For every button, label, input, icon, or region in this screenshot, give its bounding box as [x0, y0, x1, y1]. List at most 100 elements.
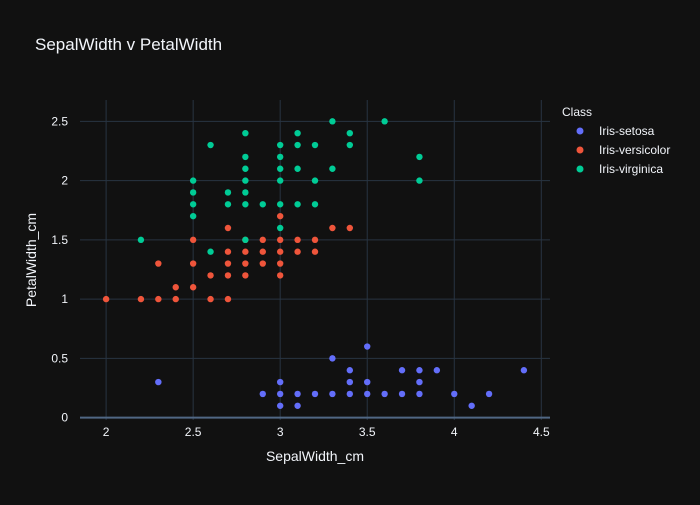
data-point-iris-virginica	[207, 248, 214, 255]
legend-title: Class	[562, 105, 592, 119]
data-point-iris-versicolor	[224, 248, 232, 255]
data-point-iris-versicolor	[137, 295, 145, 303]
data-point-iris-virginica	[329, 118, 336, 125]
x-tick-label: 4.5	[533, 425, 550, 439]
data-point-iris-virginica	[276, 177, 284, 184]
data-point-iris-versicolor	[102, 295, 110, 303]
legend-label: Iris-versicolor	[599, 143, 670, 157]
data-point-iris-virginica	[311, 201, 319, 208]
data-point-iris-virginica	[189, 177, 197, 184]
data-point-iris-setosa	[381, 390, 388, 398]
data-point-iris-versicolor	[276, 248, 284, 255]
x-axis-ticks: 2 2.5 3 3.5 4 4.5	[103, 425, 550, 439]
data-point-iris-virginica	[259, 201, 266, 208]
data-point-iris-setosa	[398, 367, 406, 374]
data-point-iris-versicolor	[207, 295, 214, 303]
data-point-iris-setosa	[468, 402, 475, 409]
data-point-iris-virginica	[276, 165, 284, 172]
data-point-iris-virginica	[242, 153, 249, 161]
legend-item-iris-versicolor[interactable]: Iris-versicolor	[576, 143, 671, 157]
data-point-iris-setosa	[364, 343, 371, 350]
data-point-iris-versicolor	[294, 236, 301, 244]
data-point-iris-versicolor	[259, 236, 266, 244]
data-point-iris-versicolor	[189, 260, 197, 267]
data-point-iris-versicolor	[276, 212, 284, 220]
data-point-iris-setosa	[329, 355, 336, 362]
legend-label: Iris-virginica	[599, 162, 663, 176]
y-axis-label: PetalWidth_cm	[23, 213, 39, 307]
data-point-iris-setosa	[276, 378, 284, 386]
data-point-iris-setosa	[155, 378, 162, 386]
x-tick-label: 2.5	[185, 425, 202, 439]
data-point-iris-virginica	[189, 212, 197, 220]
data-point-iris-virginica	[207, 141, 214, 149]
data-point-iris-virginica	[329, 165, 336, 172]
data-point-iris-versicolor	[189, 284, 197, 291]
y-tick-label: 1	[61, 292, 68, 306]
data-point-iris-virginica	[276, 201, 284, 208]
data-point-iris-virginica	[294, 141, 301, 149]
data-point-iris-virginica	[416, 177, 423, 184]
x-tick-label: 3.5	[359, 425, 376, 439]
data-point-iris-versicolor	[276, 236, 284, 244]
data-point-iris-virginica	[311, 177, 319, 184]
data-point-iris-virginica	[346, 141, 354, 149]
data-point-iris-versicolor	[224, 272, 232, 279]
y-tick-label: 2.5	[51, 114, 68, 128]
data-point-iris-versicolor	[155, 260, 162, 267]
legend-item-iris-virginica[interactable]: Iris-virginica	[576, 162, 664, 176]
data-point-iris-versicolor	[276, 272, 284, 279]
data-point-iris-setosa	[346, 390, 354, 398]
data-point-iris-virginica	[224, 189, 232, 196]
y-tick-label: 0.5	[51, 351, 68, 365]
data-point-iris-virginica	[242, 201, 249, 208]
data-point-iris-versicolor	[224, 260, 232, 267]
data-points	[102, 118, 528, 409]
legend: Class Iris-setosa Iris-versicolor Iris-vir…	[562, 105, 670, 176]
data-point-iris-virginica	[242, 129, 249, 137]
data-point-iris-virginica	[242, 189, 249, 196]
data-point-iris-versicolor	[329, 224, 336, 232]
data-point-iris-setosa	[259, 390, 266, 398]
data-point-iris-versicolor	[294, 248, 301, 255]
data-point-iris-virginica	[242, 165, 249, 172]
data-point-iris-setosa	[276, 402, 284, 409]
data-point-iris-versicolor	[311, 248, 319, 255]
data-point-iris-versicolor	[224, 224, 232, 232]
data-point-iris-virginica	[137, 236, 145, 244]
data-point-iris-setosa	[416, 378, 423, 386]
data-point-iris-versicolor	[242, 260, 249, 267]
data-point-iris-versicolor	[259, 260, 266, 267]
data-point-iris-virginica	[276, 141, 284, 149]
data-point-iris-versicolor	[155, 295, 162, 303]
data-point-iris-setosa	[485, 390, 493, 398]
legend-marker	[576, 146, 584, 154]
data-point-iris-virginica	[242, 236, 249, 244]
legend-item-iris-setosa[interactable]: Iris-setosa	[576, 124, 655, 138]
data-point-iris-setosa	[416, 367, 423, 374]
legend-marker	[576, 165, 584, 173]
data-point-iris-setosa	[520, 367, 528, 374]
data-point-iris-versicolor	[242, 272, 249, 279]
data-point-iris-virginica	[224, 201, 232, 208]
x-tick-label: 4	[451, 425, 458, 439]
data-point-iris-setosa	[416, 390, 423, 398]
data-point-iris-setosa	[451, 390, 458, 398]
data-point-iris-virginica	[311, 141, 319, 149]
data-point-iris-versicolor	[259, 248, 266, 255]
legend-marker	[576, 127, 584, 135]
data-point-iris-virginica	[276, 224, 284, 232]
data-point-iris-setosa	[364, 378, 371, 386]
data-point-iris-setosa	[433, 367, 441, 374]
data-point-iris-versicolor	[189, 236, 197, 244]
data-point-iris-virginica	[242, 177, 249, 184]
chart-title: SepalWidth v PetalWidth	[35, 35, 222, 54]
y-tick-label: 0	[61, 411, 68, 425]
data-point-iris-virginica	[381, 118, 388, 125]
y-tick-label: 1.5	[51, 233, 68, 247]
data-point-iris-versicolor	[207, 272, 214, 279]
data-point-iris-setosa	[294, 390, 301, 398]
x-tick-label: 2	[103, 425, 110, 439]
